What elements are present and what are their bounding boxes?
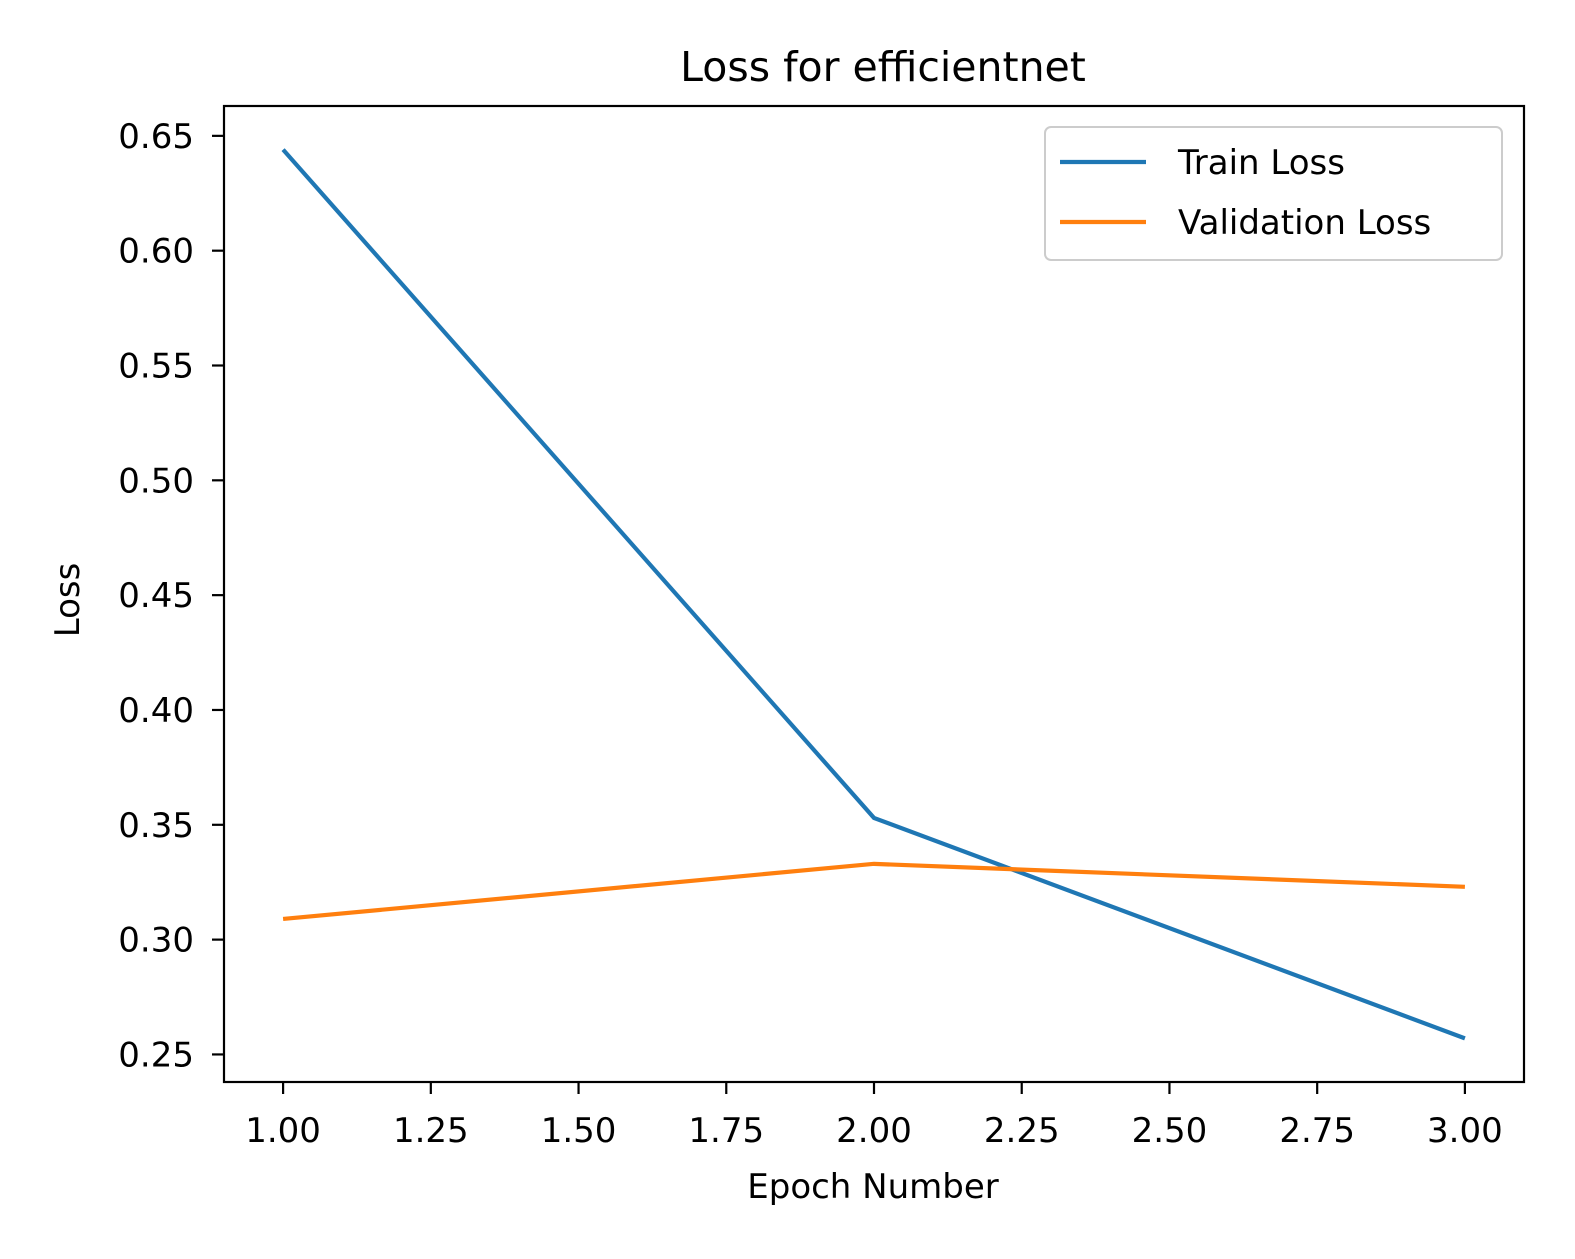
- legend-label: Validation Loss: [1178, 203, 1431, 243]
- x-tick-label: 1.00: [245, 1111, 321, 1151]
- legend-label: Train Loss: [1177, 143, 1345, 183]
- y-tick-label: 0.55: [118, 347, 194, 387]
- y-tick-label: 0.35: [118, 806, 194, 846]
- x-axis-label: Epoch Number: [747, 1167, 999, 1207]
- legend: Train Loss Validation Loss: [1044, 126, 1503, 261]
- y-tick-label: 0.65: [118, 117, 194, 157]
- y-tick-label: 0.30: [118, 921, 194, 961]
- x-tick-label: 3.00: [1427, 1111, 1503, 1151]
- x-tick-label: 2.75: [1279, 1111, 1355, 1151]
- x-tick-label: 2.25: [984, 1111, 1060, 1151]
- plot-area: 1.00 1.25 1.50 1.75 2.00 2.25 2.50 2.75 3.00 0.25…: [118, 104, 1526, 1151]
- legend-box: [1044, 126, 1503, 261]
- x-tick-label: 2.00: [836, 1111, 912, 1151]
- y-axis-label: Loss: [48, 563, 88, 638]
- chart-title: Loss for efficientnet: [680, 43, 1086, 91]
- series-line-validation-loss: [282, 861, 1465, 922]
- y-tick-label: 0.50: [118, 461, 194, 501]
- y-tick-label: 0.60: [118, 232, 194, 272]
- x-tick-label: 1.50: [541, 1111, 617, 1151]
- y-tick-label: 0.45: [118, 576, 194, 616]
- series-line-train-loss: [281, 148, 1466, 1041]
- x-tick-label: 2.50: [1132, 1111, 1208, 1151]
- y-tick-label: 0.40: [118, 691, 194, 731]
- y-tick-label: 0.25: [118, 1035, 194, 1075]
- x-tick-label: 1.25: [393, 1111, 469, 1151]
- x-tick-label: 1.75: [688, 1111, 764, 1151]
